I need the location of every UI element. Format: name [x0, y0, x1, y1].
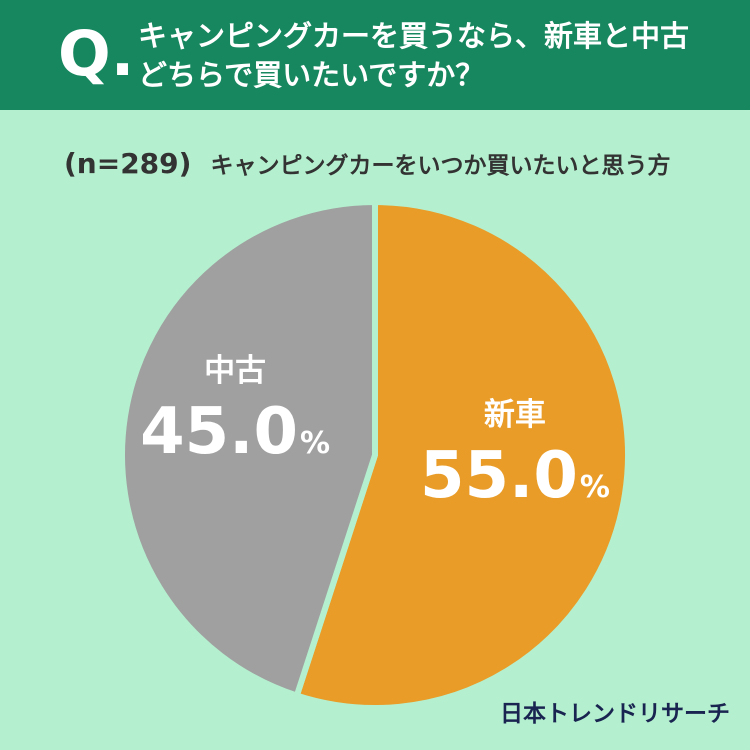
slice-value-number-0: 55.0	[420, 439, 578, 513]
question-text-line1: キャンピングカーを買うなら、新車と中古	[138, 19, 690, 53]
slice-label-1: 中古	[204, 353, 266, 389]
slice-label-0: 新車	[484, 397, 546, 433]
slice-value-1: 45.0%	[140, 395, 330, 469]
slice-value-unit-0: %	[580, 470, 610, 505]
slice-value-number-1: 45.0	[140, 395, 298, 469]
question-header: Q. キャンピングカーを買うなら、新車と中古 どちらで買いたいですか？	[0, 0, 750, 110]
slice-value-unit-1: %	[300, 426, 330, 461]
question-text-line2: どちらで買いたいですか？	[138, 58, 485, 92]
respondent-description: キャンピングカーをいつか買いたいと思う方	[210, 153, 671, 179]
pie-slice-1	[119, 199, 378, 699]
sample-size: (n=289)	[64, 147, 192, 180]
slice-value-0: 55.0%	[420, 439, 610, 513]
brand-logo: 日本トレンドリサーチ	[500, 701, 730, 727]
pie-slice-0	[293, 199, 632, 711]
q-mark: Q.	[58, 17, 135, 90]
chart-subtitle: (n=289) キャンピングカーをいつか買いたいと思う方	[64, 146, 671, 186]
